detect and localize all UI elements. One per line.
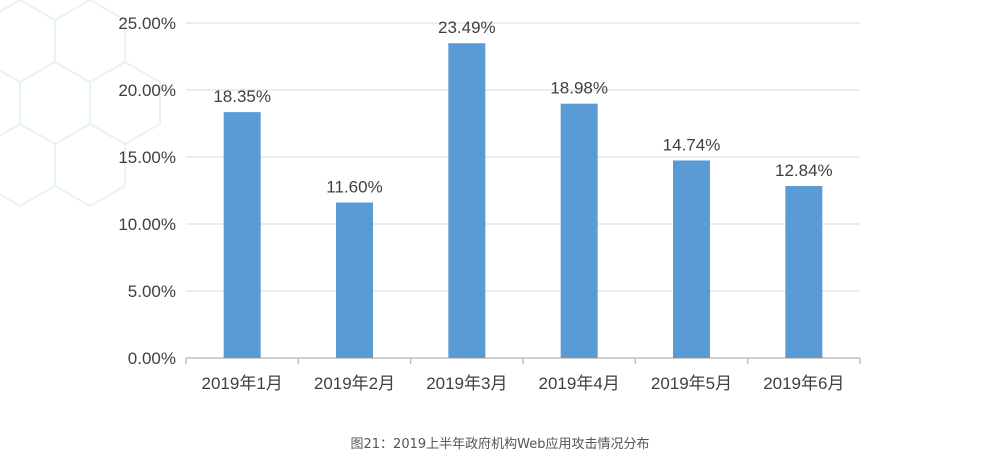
- bar: [448, 43, 486, 358]
- y-tick-label: 20.00%: [118, 81, 176, 100]
- bar-data-label: 18.35%: [213, 87, 271, 106]
- y-tick-label: 5.00%: [128, 282, 176, 301]
- y-tick-label: 0.00%: [128, 349, 176, 368]
- bar: [336, 202, 373, 358]
- bar-data-label: 11.60%: [326, 178, 382, 197]
- bar: [785, 185, 823, 358]
- x-tick-label: 2019年4月: [539, 374, 620, 393]
- x-tick-label: 2019年3月: [426, 374, 507, 393]
- figure-caption: 图21：2019上半年政府机构Web应用攻击情况分布: [350, 437, 650, 452]
- bar-data-label: 23.49%: [438, 18, 496, 37]
- y-tick-label: 10.00%: [118, 215, 176, 234]
- bar: [223, 112, 261, 358]
- bar: [560, 103, 598, 358]
- x-tick-label: 2019年2月: [314, 374, 395, 393]
- bar-data-label: 18.98%: [550, 79, 608, 98]
- y-tick-label: 25.00%: [118, 14, 176, 33]
- bar-data-label: 12.84%: [775, 161, 833, 180]
- y-tick-label: 15.00%: [118, 148, 176, 167]
- bar-data-label: 14.74%: [663, 135, 721, 154]
- x-tick-label: 2019年1月: [202, 374, 283, 393]
- bar: [673, 160, 710, 358]
- x-tick-label: 2019年6月: [763, 374, 844, 393]
- background-hexagon: [54, 122, 126, 208]
- x-tick-label: 2019年5月: [651, 374, 732, 393]
